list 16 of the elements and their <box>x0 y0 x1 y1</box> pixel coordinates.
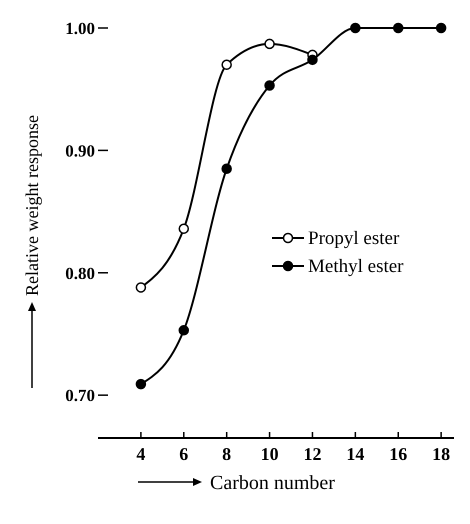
legend-label: Propyl ester <box>308 228 400 249</box>
x-axis-title: Carbon number <box>210 472 336 494</box>
x-tick-label: 8 <box>222 444 232 464</box>
y-tick-label: 0.90 <box>65 141 95 160</box>
x-tick-label: 16 <box>389 444 408 464</box>
x-tick-label: 6 <box>179 444 188 464</box>
x-tick-label: 4 <box>136 444 146 464</box>
y-axis-title: Relative weight response <box>22 115 42 296</box>
x-tick-label: 18 <box>432 444 450 464</box>
x-tick-label: 12 <box>303 444 322 464</box>
x-tick-label: 10 <box>260 444 279 464</box>
y-tick-label: 0.70 <box>65 386 95 406</box>
x-tick-label: 14 <box>346 444 364 464</box>
legend-label: Methyl ester <box>308 256 404 277</box>
y-tick-label: 0.80 <box>65 264 95 283</box>
y-tick-label: 1.00 <box>65 19 95 38</box>
